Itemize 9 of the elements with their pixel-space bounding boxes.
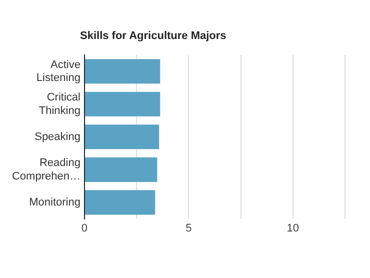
x-tick-label: 5: [186, 222, 192, 234]
chart-title: Skills for Agriculture Majors: [80, 30, 226, 42]
y-tick-label: Monitoring: [29, 196, 80, 208]
y-tick-label: Reading Comprehen…: [12, 157, 80, 182]
y-tick-label: Critical Thinking: [38, 92, 80, 117]
x-tick-label: 0: [81, 222, 88, 234]
x-tick-label: 10: [286, 222, 300, 234]
y-tick-label: Speaking: [34, 130, 80, 143]
y-tick-label: Active Listening: [36, 58, 80, 84]
